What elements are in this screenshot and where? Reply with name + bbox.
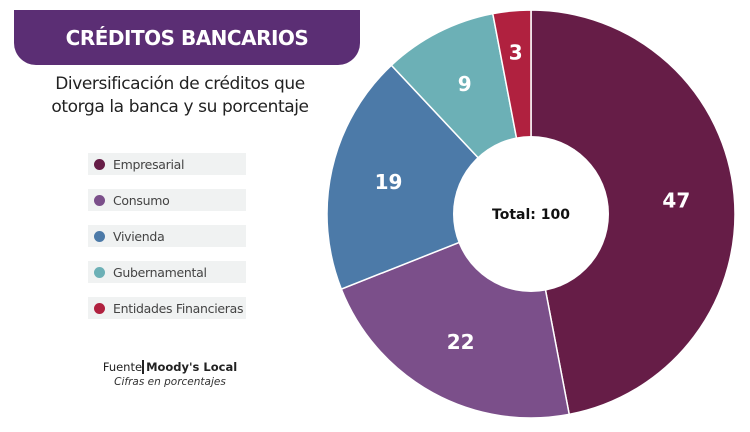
legend-swatch bbox=[94, 302, 105, 314]
chart-title: CRÉDITOS BANCARIOS bbox=[65, 25, 309, 50]
source-name: Moody's Local bbox=[142, 360, 238, 374]
legend-swatch bbox=[94, 194, 105, 206]
legend-item: Gubernamental bbox=[88, 261, 246, 283]
legend-swatch bbox=[94, 158, 105, 170]
units-note: Cifras en porcentajes bbox=[114, 376, 226, 388]
legend-label: Vivienda bbox=[113, 228, 165, 244]
legend-item: Empresarial bbox=[88, 153, 246, 175]
legend-label: Entidades Financieras bbox=[113, 300, 244, 316]
chart-subtitle: Diversificación de créditos que otorga l… bbox=[51, 74, 309, 117]
slice-empresarial bbox=[530, 9, 736, 416]
legend: Empresarial Consumo Vivienda Gubernamental E… bbox=[88, 153, 246, 333]
source-label: Fuente bbox=[102, 360, 143, 374]
center-total-label: Total: 100 bbox=[492, 207, 570, 223]
legend-item: Consumo bbox=[88, 189, 246, 211]
data-label: 22 bbox=[447, 330, 475, 354]
legend-label: Empresarial bbox=[113, 156, 185, 172]
source: Fuente Moody's Local bbox=[80, 360, 260, 374]
legend-item: Entidades Financieras bbox=[88, 297, 246, 319]
donut-hole bbox=[453, 136, 609, 292]
legend-swatch bbox=[94, 230, 105, 242]
data-label: 47 bbox=[662, 188, 690, 212]
data-label: 19 bbox=[375, 170, 403, 194]
data-label: 3 bbox=[509, 41, 523, 65]
legend-item: Vivienda bbox=[88, 225, 246, 247]
legend-label: Gubernamental bbox=[113, 264, 207, 280]
data-label: 9 bbox=[458, 72, 472, 96]
legend-label: Consumo bbox=[113, 192, 170, 208]
title-banner: CRÉDITOS BANCARIOS bbox=[14, 10, 360, 65]
legend-swatch bbox=[94, 266, 105, 278]
